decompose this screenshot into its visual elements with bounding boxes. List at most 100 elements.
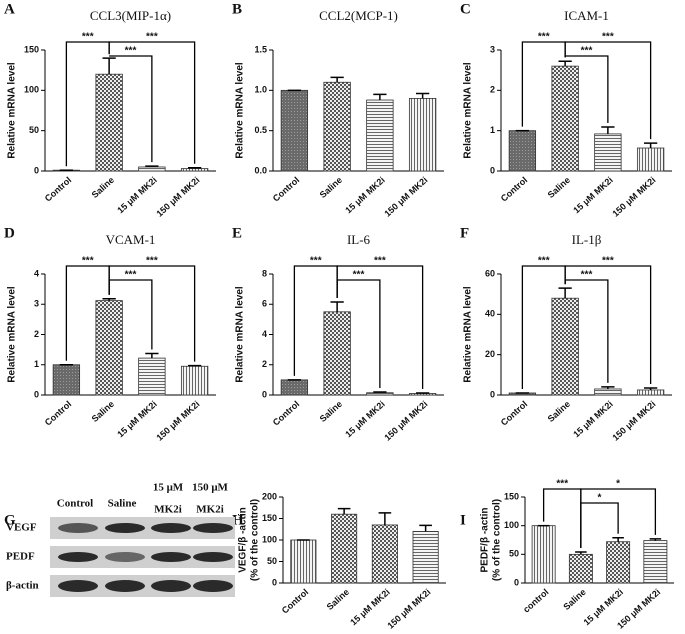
- bar: [138, 166, 166, 172]
- blot-band: [193, 523, 233, 533]
- y-tick-label: 4: [34, 268, 39, 278]
- panel-label: G: [4, 512, 16, 528]
- y-tick-label: 50: [509, 549, 519, 559]
- blot-band: [58, 580, 98, 592]
- error-bar: [378, 512, 392, 525]
- error-bar: [612, 536, 624, 542]
- significance-bracket: [336, 265, 424, 390]
- bar: [636, 147, 665, 172]
- x-tick-label: Saline: [90, 175, 116, 200]
- blot-band: [193, 580, 233, 592]
- blot-column-label: 15 μM: [153, 482, 184, 494]
- y-tick-label: 100: [24, 85, 39, 95]
- y-tick-label: 50: [29, 125, 39, 135]
- y-tick-label: 0: [272, 577, 277, 587]
- y-axis-label: (% of the control): [250, 499, 261, 581]
- significance-label: ***: [374, 256, 386, 267]
- x-tick-label: 150 μM MK2i: [610, 399, 657, 443]
- significance-label: ***: [581, 270, 593, 281]
- significance-label: ***: [581, 46, 593, 57]
- y-tick-label: 0: [262, 389, 267, 399]
- error-bar: [330, 301, 344, 312]
- x-tick-label: 150 μM MK2i: [154, 399, 201, 443]
- significance-bracket: [109, 55, 153, 163]
- y-tick-label: 4: [262, 329, 267, 339]
- y-tick-label: 2: [490, 85, 495, 95]
- y-tick-label: 0: [34, 165, 39, 175]
- error-bar: [558, 287, 572, 299]
- blot-row-label: PEDF: [6, 551, 35, 563]
- bar: [412, 531, 439, 584]
- bar: [408, 98, 437, 172]
- bar: [371, 524, 398, 584]
- error-bar: [415, 92, 430, 99]
- x-tick-label: Saline: [546, 399, 572, 424]
- y-tick-label: 6: [262, 299, 267, 309]
- bar: [594, 133, 622, 172]
- x-tick-label: Control: [271, 399, 301, 428]
- y-tick-label: 1: [34, 359, 39, 369]
- blot-column-label: MK2i: [154, 504, 182, 516]
- significance-label: *: [598, 493, 602, 504]
- bar: [636, 389, 665, 396]
- y-tick-label: 2: [262, 359, 267, 369]
- y-axis-label: (% of the control): [492, 499, 503, 581]
- y-axis-label: Relative mRNA level: [235, 62, 246, 159]
- blot-band: [151, 580, 191, 592]
- error-bar: [373, 391, 387, 393]
- bar: [280, 379, 309, 396]
- blot-band: [58, 523, 98, 533]
- y-tick-label: 0: [490, 165, 495, 175]
- significance-label: ***: [146, 32, 158, 43]
- x-tick-label: 150 μM MK2i: [610, 175, 657, 219]
- error-bar: [558, 60, 572, 67]
- blot-row-label: β-actin: [6, 580, 39, 592]
- y-axis-label: Relative mRNA level: [235, 286, 246, 383]
- bar: [594, 388, 622, 396]
- blot-column-label: 150 μM: [192, 482, 228, 494]
- x-tick-label: Saline: [561, 587, 587, 612]
- bar: [180, 365, 209, 396]
- x-tick-label: Saline: [318, 399, 344, 424]
- bar: [95, 300, 123, 396]
- y-axis-label: Relative mRNA level: [7, 286, 18, 383]
- x-tick-label: Control: [499, 399, 529, 428]
- panel-label: C: [460, 1, 471, 17]
- y-axis-label: Relative mRNA level: [463, 62, 474, 159]
- bar: [551, 65, 579, 172]
- significance-label: ***: [538, 32, 550, 43]
- x-tick-label: Saline: [325, 587, 351, 612]
- x-tick-label: 15 μM MK2i: [571, 399, 615, 440]
- y-tick-label: 8: [262, 268, 267, 278]
- significance-label: ***: [82, 32, 94, 43]
- error-bar: [330, 76, 344, 83]
- blot-row-label: VEGF: [6, 522, 37, 534]
- significance-bracket: [580, 502, 619, 549]
- bar: [280, 89, 309, 172]
- y-tick-label: 0: [34, 389, 39, 399]
- error-bar: [187, 364, 202, 367]
- bar: [568, 553, 593, 584]
- error-bar: [649, 538, 662, 541]
- blot-column-label: Saline: [108, 498, 137, 510]
- error-bar: [575, 551, 587, 555]
- y-axis-label: Relative mRNA level: [463, 286, 474, 383]
- blot-column-label: Control: [57, 498, 93, 510]
- chart-title: IL-1β: [572, 232, 602, 247]
- significance-label: ***: [82, 256, 94, 267]
- chart-title: VCAM-1: [106, 232, 156, 247]
- y-tick-label: 150: [24, 44, 39, 54]
- bar: [331, 513, 358, 584]
- significance-label: ***: [353, 270, 365, 281]
- x-tick-label: 150 μM MK2i: [382, 399, 429, 443]
- error-bar: [337, 507, 351, 515]
- blot-band: [105, 580, 145, 592]
- significance-bracket: [580, 488, 657, 549]
- bar: [531, 525, 556, 584]
- bar: [551, 297, 579, 396]
- panel-label: B: [232, 1, 242, 17]
- error-bar: [145, 165, 159, 167]
- y-tick-label: 0: [514, 577, 519, 587]
- x-tick-label: 15 μM MK2i: [571, 175, 615, 216]
